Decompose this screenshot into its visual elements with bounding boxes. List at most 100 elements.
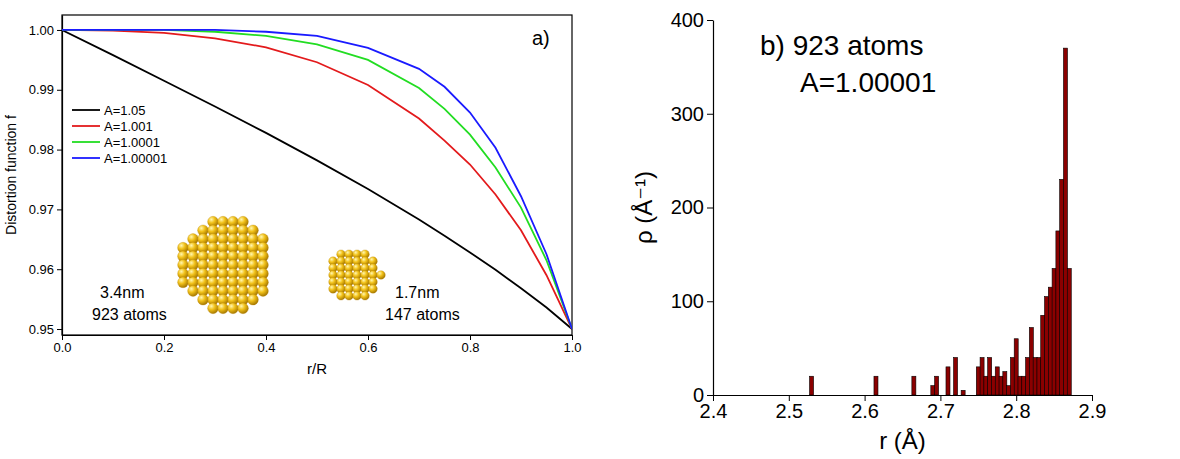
figure-svg: 0.00.20.40.60.81.00.950.960.970.980.991.… [0, 0, 1180, 459]
y-axis-tick-mark [57, 30, 62, 31]
nanoparticle-atom [258, 286, 269, 297]
bar [1029, 328, 1033, 396]
x-axis-tick-label: 0.6 [359, 340, 377, 355]
bar [1041, 315, 1045, 395]
y-axis-line [713, 21, 714, 396]
y-axis-tick-mark [57, 90, 62, 91]
nanoparticle-atom [238, 303, 249, 314]
x-axis-tick-label: 0.8 [461, 340, 479, 355]
bar [1022, 376, 1026, 395]
y-axis-tick: 300 [671, 103, 713, 125]
y-axis-tick-label: 400 [671, 9, 704, 31]
y-axis-tick: 400 [671, 9, 713, 31]
x-axis-tick: 0.8 [461, 335, 479, 355]
x-axis: 0.00.20.40.60.81.0 [53, 335, 581, 355]
bar [1048, 287, 1052, 395]
y-axis: 0 100 200 300 400 [671, 9, 714, 406]
bar [1056, 231, 1060, 395]
nanoparticle-atom [345, 291, 354, 300]
y-axis-tick-label: 0 [693, 384, 704, 406]
nanoparticle-atom [188, 286, 199, 297]
x-axis-tick-label: 0.0 [53, 340, 71, 355]
y-axis-tick-mark [707, 395, 713, 396]
y-axis-tick: 0.99 [29, 82, 62, 97]
y-axis-tick-label: 200 [671, 196, 704, 218]
nanoparticle-atom [337, 291, 346, 300]
annotation: 1.7nm [395, 284, 439, 301]
nanoparticle-atom [178, 277, 189, 288]
y-axis-tick-label: 0.96 [29, 262, 54, 277]
bar [991, 376, 995, 395]
y-axis-tick-mark [57, 329, 62, 330]
bar [961, 390, 965, 395]
annotation: 3.4nm [100, 284, 144, 301]
x-axis-title: r (Å) [879, 427, 926, 454]
series-line [62, 30, 572, 329]
y-axis-line [62, 16, 63, 336]
series-line [62, 30, 572, 329]
bar [1052, 268, 1056, 395]
y-axis-tick-label: 0.95 [29, 322, 54, 337]
y-axis-tick: 0 [693, 384, 713, 406]
y-axis-tick: 1.00 [29, 23, 62, 38]
legend-swatch [72, 109, 100, 111]
bar [1026, 358, 1030, 396]
nanoparticle-atom [228, 303, 239, 314]
x-axis-tick: 2.8 [1003, 395, 1031, 422]
bar [984, 376, 988, 395]
y-axis-tick-label: 0.97 [29, 202, 54, 217]
y-axis-tick: 0.96 [29, 262, 62, 277]
y-axis-tick-mark [57, 269, 62, 270]
x-axis-tick-label: 2.8 [1003, 400, 1031, 422]
bar [912, 376, 916, 395]
y-axis: 0.95 0.96 0.97 0.98 0.99 1.00 [29, 16, 63, 337]
annotation: 147 atoms [385, 306, 460, 323]
x-axis-tick: 0.6 [359, 335, 377, 355]
nanoparticle-small [329, 250, 386, 300]
nanoparticle-atom [361, 291, 370, 300]
x-axis-tick-label: 1.0 [563, 340, 581, 355]
bar [935, 376, 939, 395]
legend-label: A=1.05 [104, 103, 146, 118]
bars [810, 48, 1072, 395]
y-axis-tick-label: 300 [671, 103, 704, 125]
x-axis-title: r/R [307, 360, 327, 377]
bar [954, 358, 958, 396]
legend-swatch [72, 125, 100, 127]
x-axis-tick-label: 2.7 [927, 400, 955, 422]
chart-title: b) 923 atoms [760, 30, 923, 61]
lines [62, 30, 572, 329]
x-axis-tick: 2.5 [775, 395, 803, 422]
series-line [62, 30, 572, 329]
annotation: 923 atoms [92, 306, 167, 323]
x-axis-tick: 0.0 [53, 335, 71, 355]
y-axis-tick-label: 100 [671, 290, 704, 312]
bar [1045, 297, 1049, 395]
panel-b: 2.42.52.62.72.82.90100200300400b) 923 at… [630, 9, 1106, 454]
bar [1063, 48, 1067, 395]
bar [976, 367, 980, 395]
bar [1010, 358, 1014, 396]
y-axis-tick: 0.98 [29, 142, 62, 157]
legend: A=1.05A=1.001A=1.0001A=1.00001 [72, 103, 167, 166]
panel-label: a) [532, 27, 550, 49]
y-axis-tick-mark [707, 208, 713, 209]
y-axis-tick-label: 0.99 [29, 82, 54, 97]
bar [1003, 372, 1007, 395]
y-axis-tick-mark [707, 20, 713, 21]
x-axis-tick: 1.0 [563, 335, 581, 355]
nanoparticle-atom [208, 303, 219, 314]
bar [946, 367, 950, 395]
legend-label: A=1.0001 [104, 135, 160, 150]
bar [810, 376, 814, 395]
bar [931, 386, 935, 395]
x-axis-tick: 0.2 [155, 335, 173, 355]
y-axis-tick-label: 0.98 [29, 142, 54, 157]
chart-subtitle: A=1.00001 [800, 67, 936, 98]
bar [1067, 268, 1071, 395]
bar [995, 367, 999, 395]
y-axis-title: Distortion function f [3, 115, 19, 235]
y-axis-tick: 0.97 [29, 202, 62, 217]
bar [1033, 358, 1037, 396]
y-axis-tick-mark [707, 301, 713, 302]
